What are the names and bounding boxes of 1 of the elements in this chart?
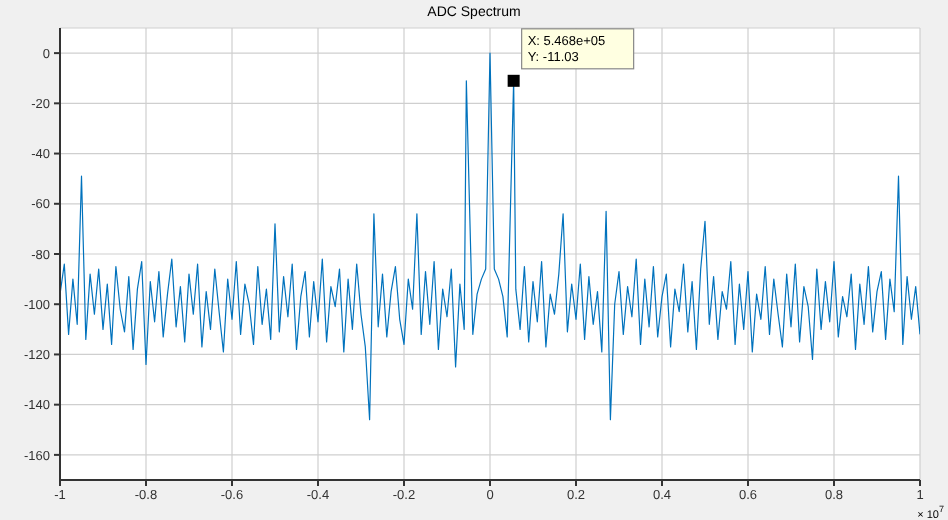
line-series xyxy=(60,52,920,421)
